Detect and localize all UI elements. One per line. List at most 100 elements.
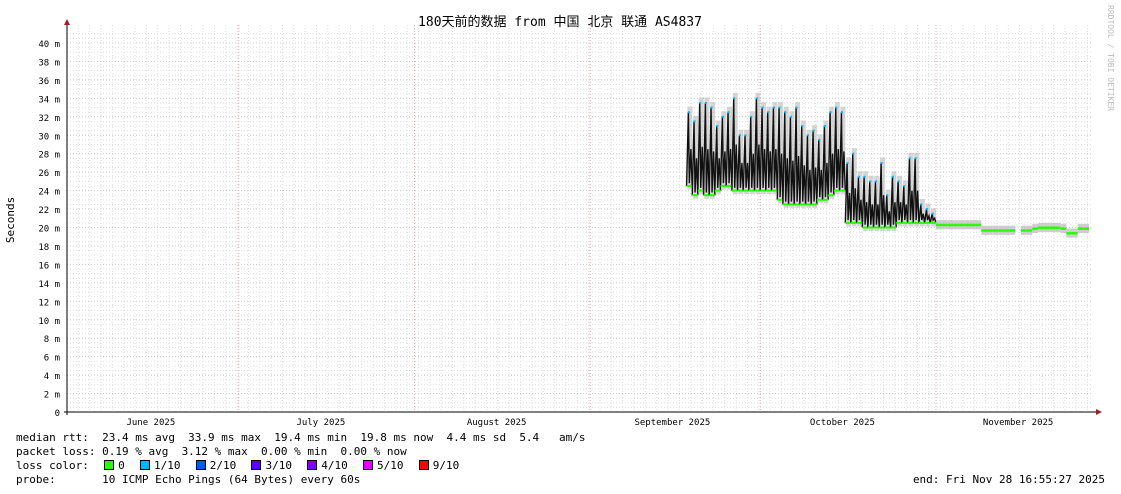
- y-tick-label: 22 m: [38, 206, 60, 216]
- median-marker: [692, 194, 698, 197]
- median-line: [725, 112, 733, 187]
- smoke-band: [823, 120, 829, 204]
- median-line: [697, 102, 705, 191]
- median-marker: [811, 203, 817, 206]
- end-time: end: Fri Nov 28 16:55:27 2025: [912, 473, 1105, 486]
- median-marker: [765, 189, 772, 192]
- loss-color-swatch: [418, 460, 429, 470]
- y-tick-label: 34 m: [38, 95, 60, 105]
- loss-marker: [818, 138, 821, 141]
- loss-color-swatch: [307, 460, 318, 470]
- watermark: RRDTOOL / TOBI OETIKER: [1106, 5, 1115, 111]
- loss-color-label: loss color:: [16, 459, 89, 472]
- median-marker: [879, 226, 885, 229]
- median-marker: [907, 221, 914, 224]
- loss-marker: [857, 175, 860, 178]
- median-marker: [771, 189, 778, 192]
- median-marker: [714, 189, 721, 192]
- smoke-band: [891, 171, 897, 232]
- median-line: [901, 185, 909, 223]
- median-marker: [822, 198, 829, 201]
- x-tick-label: June 2025: [126, 418, 175, 428]
- loss-marker: [869, 180, 872, 183]
- median-marker: [1009, 229, 1016, 232]
- chart-title: 180天前的数据 from 中国 北京 联通 AS4837: [418, 14, 702, 30]
- median-marker: [856, 221, 863, 224]
- loss-color-label-item: 3/10: [265, 459, 306, 472]
- smoke-band: [880, 157, 886, 232]
- packet-loss-line: packet loss: 0.19 % avg 3.12 % max 0.00 …: [16, 445, 407, 458]
- loss-marker: [801, 125, 804, 128]
- smoke-band: [857, 171, 863, 227]
- median-marker: [760, 189, 766, 192]
- y-tick-label: 8 m: [44, 335, 60, 345]
- median-line: [799, 126, 807, 205]
- smoke-band: [851, 148, 857, 227]
- median-line: [736, 135, 744, 191]
- loss-marker: [750, 115, 753, 118]
- median-marker: [799, 203, 806, 206]
- loss-marker: [823, 125, 826, 128]
- smoke-band: [761, 102, 767, 195]
- median-marker: [748, 189, 755, 192]
- loss-color-label-item: 4/10: [321, 459, 361, 472]
- median-marker: [1054, 226, 1061, 229]
- x-tick-label: October 2025: [810, 418, 875, 428]
- median-marker: [794, 203, 800, 206]
- median-marker: [1032, 227, 1038, 230]
- smoke-band: [812, 125, 818, 209]
- y-axis-label: Seconds: [4, 197, 17, 243]
- loss-marker: [767, 111, 770, 114]
- x-axis-arrow: [1096, 409, 1102, 415]
- median-marker: [833, 189, 840, 192]
- loss-marker: [874, 180, 877, 183]
- median-marker: [1043, 226, 1050, 229]
- median-marker: [782, 203, 789, 206]
- loss-color-line: loss color: 0 1/10 2/10 3/10 4/10 5/10 9…: [16, 459, 472, 473]
- median-line: [765, 112, 773, 191]
- loss-marker: [863, 175, 866, 178]
- loss-marker: [693, 120, 696, 123]
- loss-color-label-item: 1/10: [153, 459, 194, 472]
- median-marker: [737, 189, 744, 192]
- loss-marker: [886, 194, 889, 197]
- loss-marker: [761, 106, 764, 109]
- smoke-band: [902, 180, 908, 227]
- median-line: [850, 153, 858, 223]
- median-line: [918, 204, 926, 223]
- loss-marker: [925, 208, 928, 211]
- median-marker: [788, 203, 795, 206]
- loss-color-swatch: [251, 460, 262, 470]
- median-marker: [1066, 232, 1073, 235]
- median-line: [816, 139, 824, 200]
- loss-marker: [903, 184, 906, 187]
- median-line: [776, 107, 784, 200]
- x-tick-label: September 2025: [634, 418, 710, 428]
- median-line: [793, 107, 801, 205]
- smoke-band: [817, 134, 823, 204]
- x-tick-label: November 2025: [983, 418, 1053, 428]
- smoke-band: [766, 106, 772, 195]
- median-marker: [1020, 229, 1027, 232]
- loss-marker: [716, 125, 719, 128]
- median-marker: [1077, 227, 1084, 230]
- loss-marker: [812, 129, 815, 132]
- median-line: [804, 135, 812, 205]
- median-marker: [896, 221, 902, 224]
- median-line: [810, 130, 818, 205]
- loss-marker: [710, 106, 713, 109]
- smoke-band: [806, 129, 812, 209]
- median-marker: [1071, 232, 1078, 235]
- median-line: [906, 158, 914, 223]
- smoke-band: [868, 175, 874, 232]
- loss-marker: [772, 106, 775, 109]
- loss-marker: [920, 203, 923, 206]
- median-line: [708, 107, 716, 196]
- y-tick-label: 10 m: [38, 317, 60, 327]
- smoke-band: [874, 175, 880, 232]
- median-marker: [901, 221, 908, 224]
- median-marker: [884, 226, 891, 229]
- median-marker: [935, 223, 942, 227]
- y-tick-label: 30 m: [38, 132, 60, 142]
